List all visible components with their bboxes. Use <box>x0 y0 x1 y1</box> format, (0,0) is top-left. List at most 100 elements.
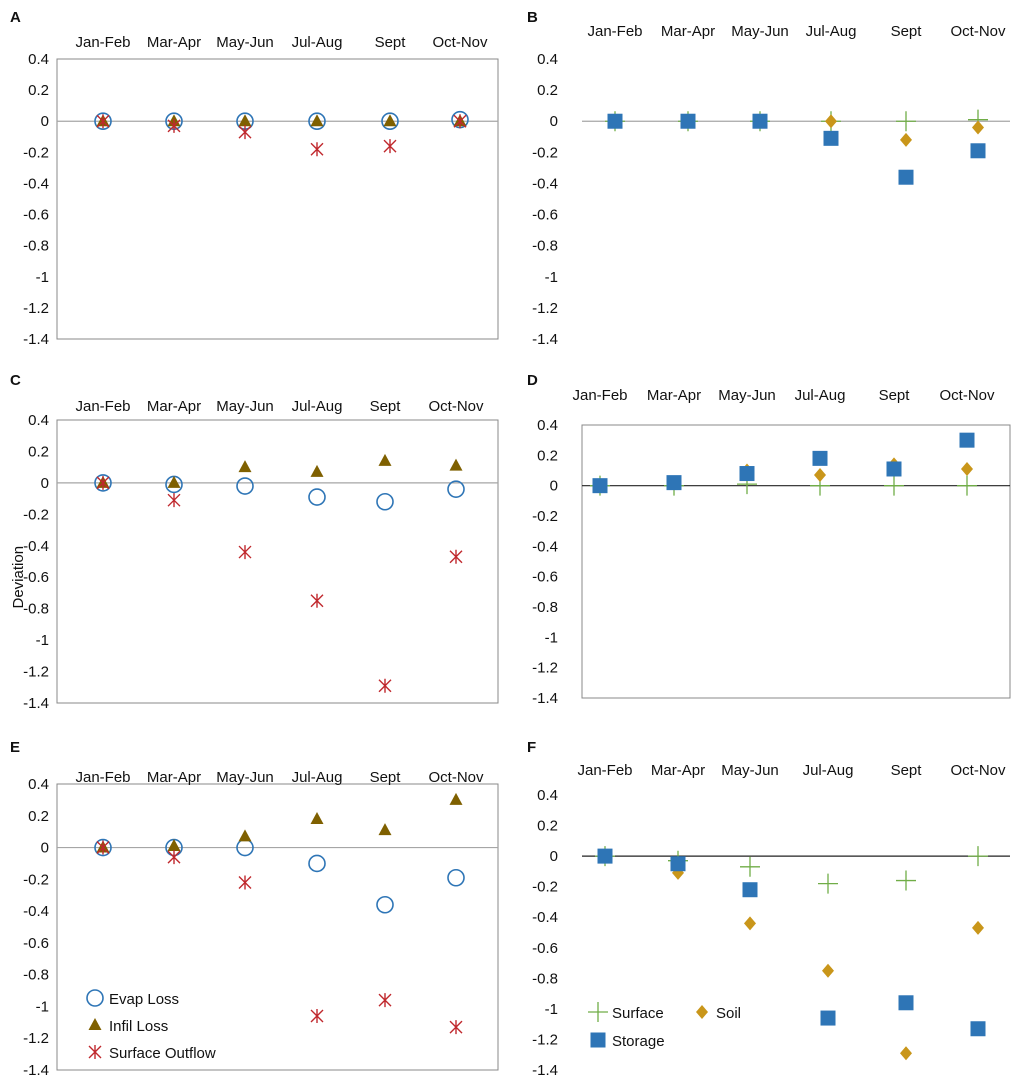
category-label: Jul-Aug <box>292 34 343 51</box>
y-tick-label: 0 <box>41 113 49 130</box>
y-tick-label: -1 <box>36 632 49 649</box>
series-soil <box>594 457 973 493</box>
y-tick-label: 0 <box>41 475 49 492</box>
point-infil-loss <box>383 114 397 127</box>
plot-area <box>581 424 1011 699</box>
point-infil-loss <box>310 811 324 824</box>
y-tick-label: -0.8 <box>532 970 558 987</box>
y-tick-label: 0.2 <box>28 443 49 460</box>
plot-area <box>56 783 499 1071</box>
category-label: Sept <box>879 387 911 404</box>
legend: Surface Soil Storage <box>588 1002 741 1050</box>
point-storage <box>597 848 613 864</box>
y-tick-label: -0.2 <box>532 508 558 525</box>
y-tick-label: -0.4 <box>23 175 49 192</box>
point-infil-loss <box>378 823 392 836</box>
category-label: May-Jun <box>718 387 776 404</box>
y-tick-label: -0.4 <box>532 538 558 555</box>
y-tick-label: 0.4 <box>537 51 558 68</box>
category-label: Oct-Nov <box>428 398 484 415</box>
point-surface-outflow <box>96 840 110 855</box>
y-tick-label: 0.4 <box>537 417 558 434</box>
point-surface <box>896 111 916 132</box>
series-surface <box>605 109 988 132</box>
series-infil-loss <box>96 792 463 853</box>
y-tick-label: 0 <box>550 478 558 495</box>
category-label: Jul-Aug <box>803 762 854 779</box>
panel-a: A 0.4 0.2 0 -0.2 -0.4 -0.6 -0.8 -1 -1.2 -1.4 Jan-Fe… <box>10 9 499 348</box>
y-tick-label: 0.2 <box>537 82 558 99</box>
y-tick-label: -0.6 <box>532 207 558 224</box>
y-tick-label: -1.4 <box>532 1062 558 1079</box>
point-storage <box>898 995 914 1011</box>
point-surface-outflow <box>310 1008 324 1023</box>
y-tick-label: -1.2 <box>23 1030 49 1047</box>
legend-marker-soil <box>696 1005 708 1019</box>
point-evap-loss <box>308 488 326 506</box>
point-surface-outflow <box>378 993 392 1008</box>
legend-label: Surface <box>612 1005 664 1022</box>
category-label: Jul-Aug <box>806 23 857 40</box>
series-surface-outflow <box>96 114 467 157</box>
category-label: Mar-Apr <box>661 23 715 40</box>
y-tick-label: 0.2 <box>537 447 558 464</box>
legend-label: Evap Loss <box>109 991 179 1008</box>
category-label: Jan-Feb <box>75 769 130 786</box>
point-evap-loss <box>94 474 112 492</box>
point-storage <box>959 432 975 448</box>
point-soil <box>900 132 912 147</box>
point-storage <box>592 478 608 494</box>
panel-f: F 0.4 0.2 0 -0.2 -0.4 -0.6 -0.8 -1 -1.2 -1.4 Jan-Fe… <box>527 739 1010 1079</box>
point-storage <box>739 466 755 482</box>
panel-d: D 0.4 0.2 0 -0.2 -0.4 -0.6 -0.8 -1 -1.2 -1.4 Jan-Fe… <box>527 372 1011 707</box>
category-label: Oct-Nov <box>428 769 484 786</box>
point-soil <box>900 1046 912 1061</box>
point-storage <box>670 856 686 872</box>
point-surface-outflow <box>167 118 181 133</box>
category-label: Sept <box>370 769 402 786</box>
y-tick-label: -1 <box>36 998 49 1015</box>
point-surface-outflow <box>310 142 324 157</box>
point-infil-loss <box>378 453 392 466</box>
category-label: Oct-Nov <box>950 762 1006 779</box>
y-tick-label: -1 <box>545 629 558 646</box>
y-tick-label: -0.8 <box>532 599 558 616</box>
series-surface-outflow <box>96 475 463 693</box>
y-tick-label: -0.2 <box>532 144 558 161</box>
category-label: Sept <box>375 34 407 51</box>
y-tick-label: -0.8 <box>23 967 49 984</box>
category-label: Sept <box>370 398 402 415</box>
point-surface-outflow <box>449 549 463 564</box>
category-label: May-Jun <box>721 762 779 779</box>
series-evap-loss <box>94 110 469 131</box>
y-tick-label: 0.4 <box>28 412 49 429</box>
point-infil-loss <box>238 829 252 842</box>
y-tick-label: -1.4 <box>23 695 49 712</box>
y-tick-label: 0.4 <box>28 51 49 68</box>
point-evap-loss <box>94 112 112 131</box>
y-tick-label: 0.4 <box>537 787 558 804</box>
point-infil-loss <box>449 458 463 471</box>
y-axis-label: Deviation <box>10 546 27 609</box>
point-surface-outflow <box>238 545 252 560</box>
plot-area <box>56 419 499 704</box>
series-storage <box>607 113 986 185</box>
point-soil <box>972 120 984 135</box>
point-surface-outflow <box>96 114 110 129</box>
point-storage <box>970 1021 986 1037</box>
point-storage <box>666 475 682 491</box>
category-label: Jan-Feb <box>75 34 130 51</box>
y-tick-label: -0.4 <box>23 903 49 920</box>
y-tick-label: -0.8 <box>23 601 49 618</box>
y-tick-label: -0.6 <box>23 207 49 224</box>
point-storage <box>607 113 623 129</box>
legend-label: Soil <box>716 1005 741 1022</box>
y-tick-label: 0 <box>550 113 558 130</box>
panel-label: B <box>527 9 538 26</box>
y-tick-label: 0 <box>550 848 558 865</box>
category-label: Mar-Apr <box>147 34 201 51</box>
panel-label: C <box>10 372 21 389</box>
series-infil-loss <box>96 114 467 127</box>
category-label: Jul-Aug <box>795 387 846 404</box>
y-tick-label: 0.2 <box>28 808 49 825</box>
